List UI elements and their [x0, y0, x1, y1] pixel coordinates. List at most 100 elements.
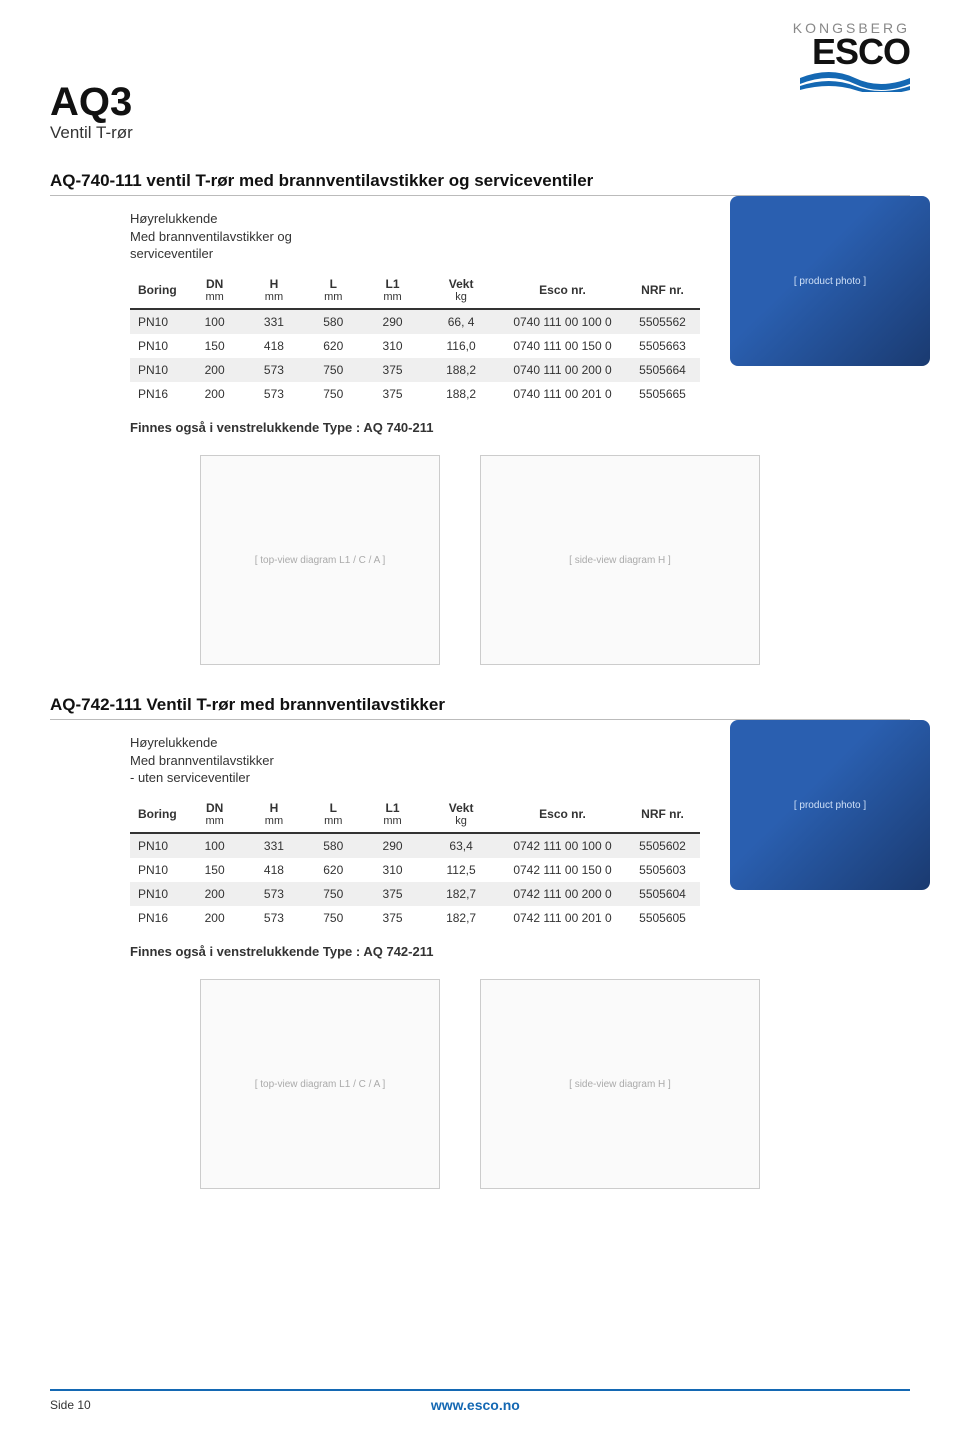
col-esco: Esco nr.	[500, 797, 625, 834]
col-unit: kg	[428, 815, 494, 828]
page-footer: Side 10 www.esco.no	[0, 1389, 960, 1413]
col-vekt: Vektkg	[422, 273, 500, 310]
section2-title: AQ-742-111 Ventil T-rør med brannventila…	[50, 695, 910, 720]
col-nrf: NRF nr.	[625, 797, 700, 834]
col-label: H	[270, 801, 279, 815]
table-cell: 5505602	[625, 833, 700, 858]
table-cell: 0740 111 00 201 0	[500, 382, 625, 406]
table-cell: 0740 111 00 200 0	[500, 358, 625, 382]
col-unit: mm	[250, 815, 297, 828]
table-cell: 182,7	[422, 882, 500, 906]
table-cell: 750	[304, 906, 363, 930]
diagram-label: [ side-view diagram H ]	[569, 1079, 671, 1090]
table-cell: 310	[363, 334, 422, 358]
section2-side-diagram: [ side-view diagram H ]	[480, 979, 760, 1189]
table-cell: 375	[363, 358, 422, 382]
table-cell: 150	[185, 858, 244, 882]
table-cell: 5505604	[625, 882, 700, 906]
table-cell: 5505663	[625, 334, 700, 358]
table-cell: PN16	[130, 382, 185, 406]
col-unit: kg	[428, 291, 494, 304]
doc-code: AQ3	[50, 80, 910, 125]
table-cell: 418	[244, 858, 303, 882]
table-cell: 580	[304, 833, 363, 858]
table-cell: 573	[244, 382, 303, 406]
col-nrf: NRF nr.	[625, 273, 700, 310]
col-unit: mm	[310, 291, 357, 304]
section1-title: AQ-740-111 ventil T-rør med brannventila…	[50, 171, 910, 196]
col-label: DN	[206, 277, 223, 291]
table-body: PN1010033158029066, 40740 111 00 100 055…	[130, 309, 700, 406]
diagram-label: [ top-view diagram L1 / C / A ]	[255, 1079, 386, 1090]
section2-diagrams: [ top-view diagram L1 / C / A ] [ side-v…	[50, 979, 910, 1189]
section1-note: Finnes også i venstrelukkende Type : AQ …	[130, 420, 700, 435]
col-l1: L1mm	[363, 797, 422, 834]
table-cell: 0742 111 00 100 0	[500, 833, 625, 858]
table-cell: 100	[185, 833, 244, 858]
col-label: Esco nr.	[539, 807, 586, 821]
col-dn: DNmm	[185, 273, 244, 310]
table-row: PN10200573750375182,70742 111 00 200 055…	[130, 882, 700, 906]
table-cell: 750	[304, 882, 363, 906]
table-cell: 620	[304, 858, 363, 882]
table-row: PN1010033158029063,40742 111 00 100 0550…	[130, 833, 700, 858]
table-row: PN10150418620310116,00740 111 00 150 055…	[130, 334, 700, 358]
col-unit: mm	[250, 291, 297, 304]
table-cell: 418	[244, 334, 303, 358]
table-cell: 63,4	[422, 833, 500, 858]
footer-divider	[50, 1389, 910, 1391]
col-unit: mm	[369, 815, 416, 828]
desc-line: Med brannventilavstikker og	[130, 229, 292, 244]
table-cell: PN10	[130, 358, 185, 382]
col-esco: Esco nr.	[500, 273, 625, 310]
section1-table: Boring DNmm Hmm Lmm L1mm Vektkg Esco nr.…	[130, 273, 700, 407]
table-cell: 0742 111 00 201 0	[500, 906, 625, 930]
col-label: NRF nr.	[641, 807, 684, 821]
table-body: PN1010033158029063,40742 111 00 100 0550…	[130, 833, 700, 930]
page: KONGSBERG ESCO AQ3 Ventil T-rør AQ-740-1…	[0, 0, 960, 1433]
col-l: Lmm	[304, 273, 363, 310]
table-cell: 580	[304, 309, 363, 334]
table-cell: 5505664	[625, 358, 700, 382]
table-cell: 310	[363, 858, 422, 882]
table-cell: 290	[363, 309, 422, 334]
col-label: L	[330, 801, 337, 815]
table-cell: 5505603	[625, 858, 700, 882]
brand-logo: KONGSBERG ESCO	[793, 20, 910, 97]
table-cell: 375	[363, 906, 422, 930]
col-label: L1	[386, 277, 400, 291]
col-h: Hmm	[244, 273, 303, 310]
wave-icon	[800, 70, 910, 92]
col-unit: mm	[191, 291, 238, 304]
table-cell: 116,0	[422, 334, 500, 358]
section2-content: Høyrelukkende Med brannventilavstikker -…	[90, 720, 910, 959]
table-cell: 620	[304, 334, 363, 358]
section2-desc: Høyrelukkende Med brannventilavstikker -…	[130, 734, 700, 787]
table-cell: 188,2	[422, 358, 500, 382]
table-row: PN10150418620310112,50742 111 00 150 055…	[130, 858, 700, 882]
section1-desc: Høyrelukkende Med brannventilavstikker o…	[130, 210, 700, 263]
col-label: Esco nr.	[539, 283, 586, 297]
doc-subtitle: Ventil T-rør	[50, 123, 910, 143]
col-boring: Boring	[130, 273, 185, 310]
table-cell: PN10	[130, 882, 185, 906]
table-cell: 200	[185, 382, 244, 406]
brand-name: ESCO	[793, 36, 910, 68]
table-cell: 200	[185, 882, 244, 906]
table-cell: 0742 111 00 200 0	[500, 882, 625, 906]
section1-photo: [ product photo ]	[730, 196, 930, 366]
col-label: H	[270, 277, 279, 291]
footer-url: www.esco.no	[431, 1397, 520, 1413]
section1-top-diagram: [ top-view diagram L1 / C / A ]	[200, 455, 440, 665]
table-cell: 150	[185, 334, 244, 358]
table-cell: 573	[244, 906, 303, 930]
table-row: PN16200573750375182,70742 111 00 201 055…	[130, 906, 700, 930]
col-unit: mm	[310, 815, 357, 828]
table-cell: 112,5	[422, 858, 500, 882]
table-cell: PN10	[130, 309, 185, 334]
table-cell: 0742 111 00 150 0	[500, 858, 625, 882]
desc-line: Høyrelukkende	[130, 211, 217, 226]
col-label: L	[330, 277, 337, 291]
table-cell: 66, 4	[422, 309, 500, 334]
desc-line: Høyrelukkende	[130, 735, 217, 750]
